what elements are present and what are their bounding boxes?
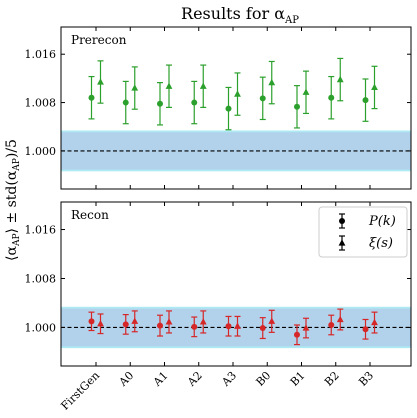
data-point-triangle — [302, 324, 310, 331]
series-xi — [97, 308, 378, 339]
data-point-circle — [362, 97, 369, 104]
data-point-circle — [294, 103, 300, 110]
y-tick-label: 1.008 — [25, 272, 57, 285]
panel-label: Recon — [71, 208, 109, 222]
data-point-circle — [259, 95, 266, 102]
data-point-triangle — [371, 83, 378, 91]
y-tick-label: 1.000 — [25, 321, 57, 334]
y-tick-label: 1.000 — [25, 145, 57, 158]
data-point-triangle — [97, 319, 104, 327]
y-tick-label: 1.008 — [25, 97, 57, 110]
data-point-triangle — [336, 75, 344, 83]
chart-title-text: Results for αAP — [181, 4, 299, 26]
std-band-inner — [61, 132, 411, 170]
data-point-circle — [191, 99, 198, 106]
legend-marker-triangle — [338, 239, 346, 246]
data-point-circle — [225, 105, 232, 112]
panels: 1.000 1.008 1.016 Prerecon 1.000 1.008 1.016 Re… — [25, 26, 412, 367]
legend: P(k) ξ(s) — [318, 206, 408, 258]
data-point-triangle — [199, 318, 207, 325]
panel-prerecon: 1.000 1.008 1.016 Prerecon — [25, 26, 412, 190]
data-point-circle — [157, 100, 163, 107]
x-tick-label: A3 — [219, 369, 239, 389]
x-tick-label: B3 — [356, 369, 376, 389]
x-tick-label: B0 — [254, 369, 274, 389]
chart-title: Results for αAP — [181, 4, 299, 26]
series-xi — [97, 57, 378, 116]
data-point-triangle — [97, 78, 104, 85]
y-axis-label: ⟨αAP⟩ ± std(αAP)/5 — [4, 139, 22, 261]
legend-label: ξ(s) — [369, 236, 393, 251]
legend-label: P(k) — [368, 214, 396, 229]
legend-marker-circle — [339, 218, 345, 224]
panel-recon: 1.000 1.008 1.016 Recon — [25, 201, 412, 367]
data-point-circle — [122, 321, 129, 328]
data-point-triangle — [268, 78, 276, 86]
data-point-circle — [157, 322, 163, 329]
x-tick-label: B1 — [288, 369, 308, 389]
data-point-triangle — [336, 315, 344, 323]
series-pk — [88, 75, 369, 131]
data-point-triangle — [302, 88, 310, 95]
x-tick-label: A2 — [184, 369, 204, 389]
data-point-circle — [88, 94, 95, 101]
data-point-circle — [328, 322, 335, 328]
y-tick-label: 1.016 — [25, 48, 57, 61]
panel-frame — [60, 26, 412, 190]
x-tick-label: FirstGen — [58, 369, 102, 413]
panel-label: Prerecon — [71, 33, 127, 47]
data-point-triangle — [234, 90, 241, 97]
data-point-triangle — [371, 318, 378, 326]
y-tick-label: 1.016 — [25, 224, 57, 237]
x-tick-labels: FirstGen A0 A1 A2 A3 B0 B1 B2 B3 — [58, 369, 376, 413]
data-point-triangle — [165, 318, 173, 325]
data-point-triangle — [234, 322, 241, 329]
data-point-triangle — [131, 84, 139, 91]
data-point-triangle — [268, 317, 276, 324]
data-point-circle — [122, 99, 129, 106]
x-tick-label: B2 — [322, 369, 342, 389]
x-tick-label: A0 — [116, 369, 136, 389]
data-point-circle — [328, 94, 335, 101]
series-pk — [88, 311, 369, 346]
data-point-triangle — [131, 317, 139, 324]
data-point-circle — [259, 325, 266, 332]
data-point-circle — [294, 331, 300, 338]
data-point-circle — [225, 323, 232, 330]
data-point-circle — [191, 323, 198, 330]
data-point-circle — [362, 326, 369, 333]
data-point-triangle — [165, 82, 173, 89]
y-axis-label-text: ⟨αAP⟩ ± std(αAP)/5 — [4, 139, 22, 261]
data-point-circle — [88, 318, 95, 325]
panel-frame — [60, 201, 412, 367]
x-tick-label: A1 — [150, 369, 170, 389]
data-point-triangle — [199, 82, 207, 89]
